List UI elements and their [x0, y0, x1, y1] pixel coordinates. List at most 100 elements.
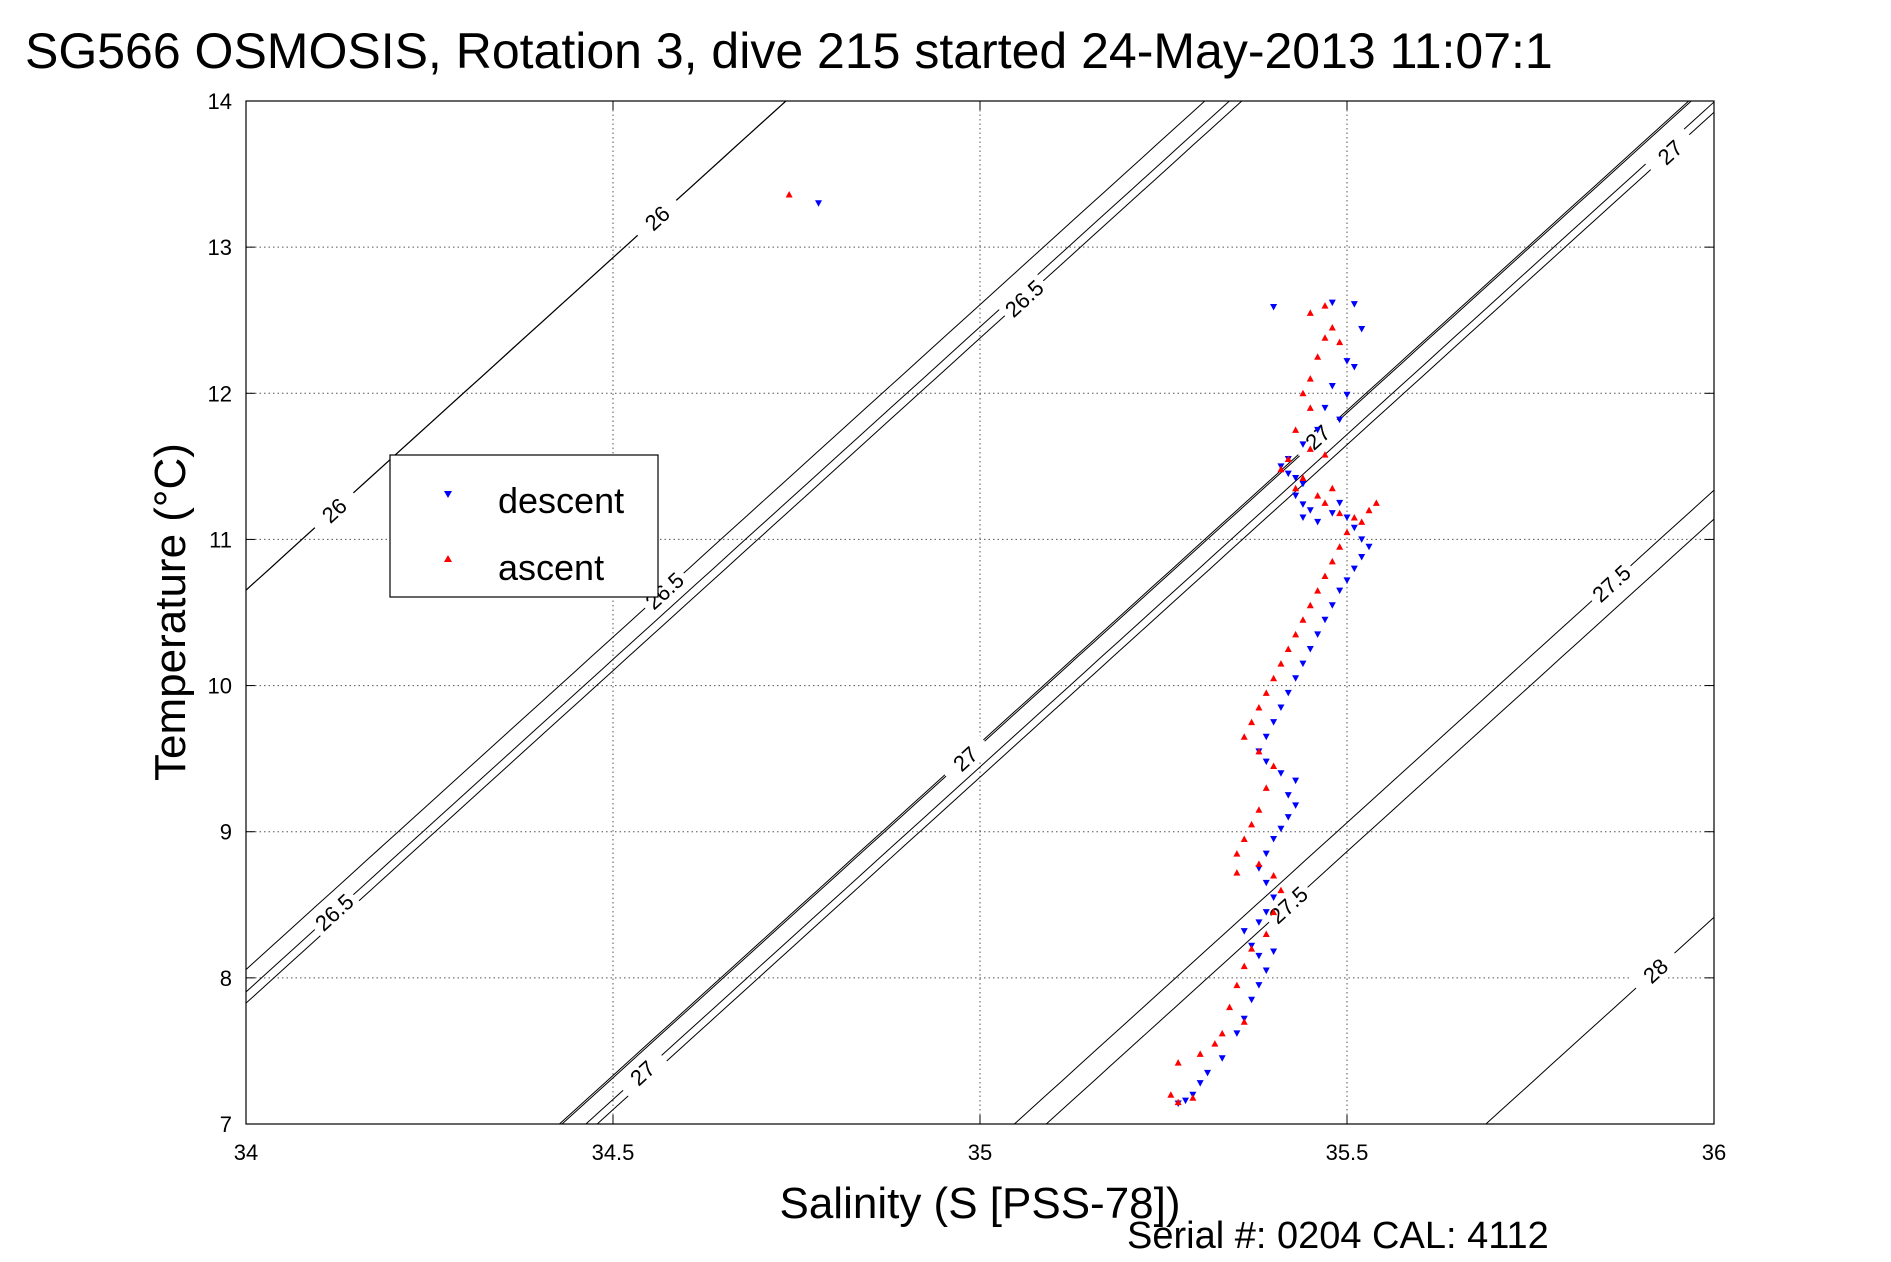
- descent-point: [1350, 363, 1358, 371]
- ascent-point: [1248, 718, 1256, 726]
- isopycnal-label-bg: [637, 564, 692, 617]
- ascent-point: [1299, 474, 1307, 482]
- descent-point: [1270, 719, 1278, 726]
- ascent-point: [1233, 850, 1241, 857]
- descent-point: [1328, 299, 1336, 307]
- descent-point: [1270, 948, 1278, 956]
- ascent-point: [1248, 945, 1256, 952]
- isopycnal-line: [1485, 916, 1714, 1124]
- descent-point: [1358, 553, 1366, 561]
- ascent-point: [1240, 835, 1248, 843]
- descent-point: [1321, 404, 1329, 412]
- ascent-point: [1306, 445, 1314, 452]
- legend-ascent-marker: [444, 555, 452, 562]
- descent-point: [1255, 952, 1263, 960]
- descent-point: [1299, 441, 1307, 448]
- descent-point: [1336, 416, 1344, 424]
- ascent-point: [1321, 451, 1329, 458]
- descent-point: [1328, 382, 1336, 390]
- serial-cal-footer: Serial #: 0204 CAL: 4112: [1127, 1215, 1549, 1257]
- descent-point: [1358, 325, 1366, 333]
- descent-point: [1284, 470, 1292, 478]
- isopycnal-label-bg: [1583, 556, 1639, 610]
- ascent-point: [1350, 514, 1358, 521]
- descent-point: [1292, 675, 1300, 682]
- descent-point: [1299, 514, 1307, 522]
- ascent-point: [1365, 506, 1373, 514]
- isopycnal-line: [246, 101, 787, 591]
- ascent-point: [1306, 309, 1314, 316]
- descent-point: [1218, 1055, 1226, 1062]
- y-tick-label: 7: [220, 1112, 232, 1137]
- descent-point: [1350, 524, 1358, 532]
- isopycnal-label-bg: [629, 191, 685, 245]
- ascent-point: [1270, 674, 1278, 682]
- isopycnal-line: [246, 101, 1231, 993]
- ascent-point: [1314, 353, 1322, 360]
- descent-point: [1262, 733, 1270, 741]
- descent-point: [1270, 894, 1278, 901]
- x-tick-label: 34.5: [592, 1140, 635, 1165]
- ascent-point: [1336, 509, 1344, 517]
- descent-point: [1262, 758, 1270, 766]
- ascent-point: [1262, 784, 1270, 791]
- descent-point: [1299, 660, 1307, 668]
- y-tick-label: 10: [208, 674, 232, 699]
- descent-point: [1343, 391, 1351, 399]
- descent-point: [1358, 536, 1366, 543]
- ascent-point: [1306, 404, 1314, 411]
- isopycnal-label-bg: [1260, 878, 1316, 932]
- descent-point: [1314, 518, 1322, 526]
- descent-point: [1365, 543, 1373, 551]
- descent-point: [1204, 1069, 1212, 1077]
- ascent-point: [1336, 543, 1344, 550]
- isopycnal-line: [246, 101, 787, 591]
- descent-point: [1277, 770, 1285, 777]
- x-tick-label: 34: [234, 1140, 258, 1165]
- ascent-point: [1321, 499, 1329, 506]
- ascent-point: [1255, 747, 1263, 755]
- y-tick-label: 12: [208, 381, 232, 406]
- ascent-point: [1262, 930, 1270, 938]
- ascent-point: [1358, 518, 1366, 525]
- x-tick-label: 35.5: [1326, 1140, 1369, 1165]
- isopycnal-label-bg: [615, 1046, 670, 1100]
- ascent-point: [1174, 1098, 1182, 1106]
- descent-point: [1350, 301, 1358, 308]
- isopycnal-line: [246, 101, 1243, 1004]
- legend: descent ascent: [389, 454, 659, 598]
- descent-point: [1262, 879, 1270, 887]
- descent-point: [1255, 865, 1263, 872]
- isopycnal-line: [558, 101, 1690, 1124]
- y-axis-label: Temperature (°C): [146, 443, 195, 781]
- descent-point: [1240, 928, 1248, 935]
- x-tick-label: 35: [968, 1140, 992, 1165]
- descent-point: [1292, 802, 1300, 809]
- legend-descent-label: descent: [498, 480, 624, 521]
- descent-point: [815, 200, 823, 207]
- ascent-point: [1233, 981, 1241, 989]
- x-axis-label: Salinity (S [PSS-78]): [779, 1179, 1180, 1228]
- ascent-point: [1328, 557, 1336, 565]
- descent-point: [1196, 1080, 1204, 1087]
- ascent-point: [1321, 572, 1329, 579]
- isopycnal-line: [561, 101, 1693, 1124]
- y-tick-label: 14: [208, 89, 232, 114]
- descent-point: [1255, 982, 1263, 989]
- ascent-point: [1196, 1050, 1204, 1057]
- ascent-point: [1284, 645, 1292, 653]
- descent-point: [1299, 480, 1307, 488]
- descent-point: [1284, 814, 1292, 821]
- ascent-point: [1321, 334, 1329, 341]
- legend-descent-marker: [444, 491, 452, 498]
- ascent-point: [1277, 660, 1285, 667]
- descent-point: [1328, 510, 1336, 517]
- ascent-point: [1336, 338, 1344, 346]
- ascent-point: [1277, 465, 1285, 473]
- isopycnal-label-bg: [306, 885, 362, 939]
- ascent-point: [1321, 302, 1329, 309]
- descent-point: [1336, 499, 1344, 507]
- descent-point: [1336, 587, 1344, 595]
